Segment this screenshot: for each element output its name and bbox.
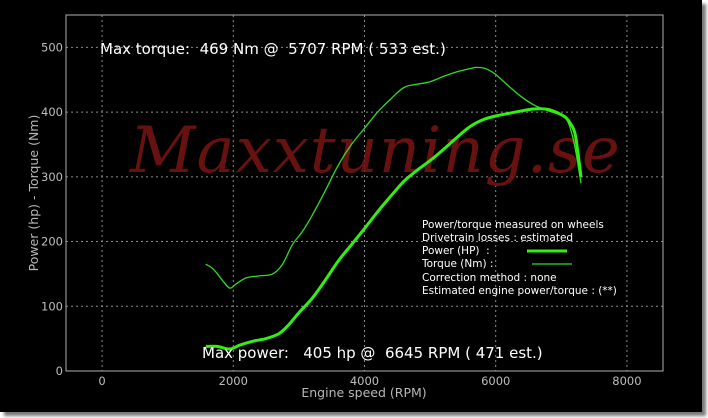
y-tick-label: 400 — [41, 105, 63, 119]
grid-lines — [66, 15, 663, 372]
x-tick-label: 2000 — [219, 374, 248, 388]
legend-line-estimated: Estimated engine power/torque : (**) — [422, 285, 617, 297]
legend-torque-label: Torque (Nm) : — [421, 258, 493, 270]
watermark: Maxxtuning.se — [129, 114, 621, 188]
x-tick-label: 0 — [98, 374, 105, 388]
legend-line-measured: Power/torque measured on wheels — [422, 219, 604, 231]
legend-line-correction: Correction method : none — [422, 272, 557, 284]
y-tick-label: 300 — [41, 170, 63, 184]
x-axis-label: Engine speed (RPM) — [301, 385, 426, 400]
x-tick-label: 8000 — [612, 374, 641, 388]
y-axis-label: Power (hp) - Torque (Nm) — [26, 115, 41, 272]
plot-border — [65, 14, 664, 372]
series-power-line — [205, 107, 583, 351]
legend-power-label: Power (HP) : — [422, 245, 490, 257]
max-power-label: Max power: 405 hp @ 6645 RPM ( 471 est.) — [202, 344, 543, 362]
y-tick-label: 200 — [41, 235, 63, 249]
dyno-chart: Maxxtuning.se 0 2000 4000 6000 8000 0 100 200 3… — [26, 14, 664, 400]
legend: Power/torque measured on wheels Drivetra… — [421, 219, 617, 297]
y-tick-label: 100 — [41, 299, 63, 313]
x-tick-label: 4000 — [350, 374, 379, 388]
x-tick-label: 6000 — [481, 374, 510, 388]
max-torque-label: Max torque: 469 Nm @ 5707 RPM ( 533 est.… — [100, 40, 446, 58]
chart-frame: Maxxtuning.se 0 2000 4000 6000 8000 0 100 200 3… — [0, 0, 702, 412]
y-tick-labels: 0 100 200 300 400 500 — [41, 40, 63, 378]
legend-line-drivetrain: Drivetrain losses : estimated — [422, 232, 573, 244]
y-tick-label: 0 — [56, 364, 63, 378]
x-tick-labels: 0 2000 4000 6000 8000 — [98, 374, 641, 388]
y-tick-label: 500 — [41, 40, 63, 54]
series-torque-line — [205, 66, 582, 289]
